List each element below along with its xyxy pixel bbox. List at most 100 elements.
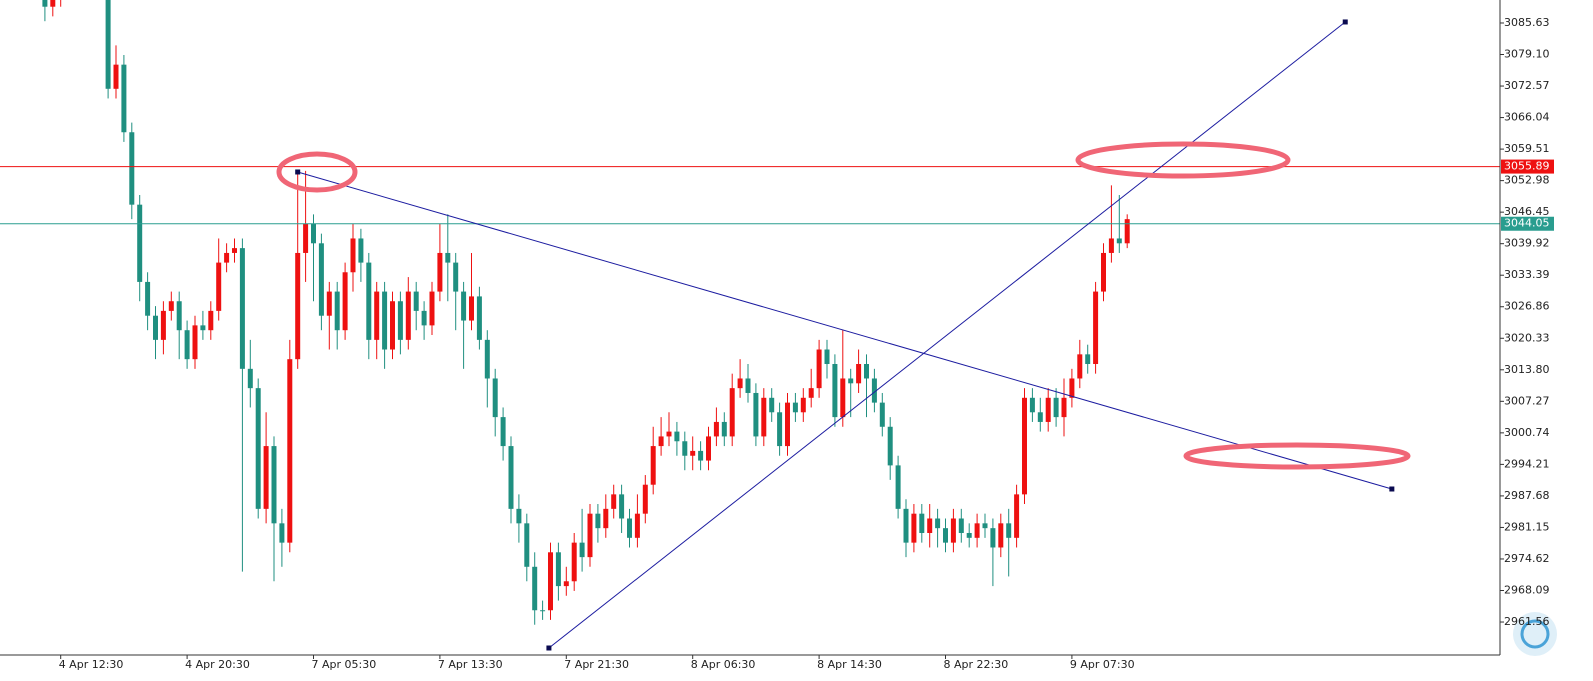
candle-body [350, 238, 356, 273]
candle-body [737, 378, 743, 389]
candle-body [864, 364, 869, 379]
candle-body [1069, 378, 1075, 398]
candle-body [729, 388, 735, 437]
candle-body [800, 397, 806, 413]
x-tick-label: 4 Apr 12:30 [59, 658, 124, 671]
candle-body [540, 610, 546, 612]
candle-body [366, 262, 372, 340]
candle-body [706, 436, 711, 461]
candle-body [532, 566, 538, 611]
candle-body [121, 64, 127, 133]
candle-body [1037, 412, 1043, 422]
candle-body [318, 243, 324, 316]
candle-body [792, 402, 798, 413]
candle-body [1116, 238, 1122, 244]
y-tick-label: 2981.15 [1504, 520, 1550, 533]
candle-body [571, 542, 577, 582]
candle-body [1022, 397, 1027, 495]
y-tick-label: 3059.51 [1504, 142, 1550, 155]
candle-body [642, 484, 648, 514]
highlight-ellipse [276, 151, 358, 193]
y-tick-label: 3085.63 [1504, 16, 1550, 29]
candle-body [1053, 397, 1059, 418]
candle-body [271, 446, 277, 524]
candle-body [145, 281, 151, 316]
candle-body [413, 291, 419, 311]
candle-body [524, 523, 530, 567]
candle-body [50, 0, 56, 7]
x-tick-label: 8 Apr 14:30 [817, 658, 882, 671]
candle-body [650, 446, 656, 485]
price-label-box [1501, 216, 1554, 231]
candle-body [879, 402, 885, 427]
candle-body [579, 542, 585, 558]
candle-body [405, 291, 411, 340]
candle-body [208, 310, 214, 331]
trend-anchor [1342, 19, 1348, 25]
candle-body [611, 494, 617, 509]
candle-body [1061, 397, 1067, 418]
candle-body [958, 518, 964, 533]
candle-body [247, 368, 253, 389]
candle-body [603, 508, 609, 529]
candle-body [445, 252, 451, 263]
candle-body [382, 291, 388, 350]
y-tick-label: 3013.80 [1504, 363, 1550, 376]
candle-body [1101, 252, 1106, 292]
candle-body [113, 64, 119, 89]
candle-body [998, 523, 1004, 548]
candle-body [927, 518, 933, 533]
candle-body [824, 349, 830, 365]
candle-body [216, 262, 222, 311]
candle-body [840, 378, 846, 418]
candle-body [476, 296, 482, 340]
candle-body [713, 421, 719, 437]
x-tick-label: 8 Apr 06:30 [691, 658, 756, 671]
candle-body [255, 388, 261, 509]
candle-body [548, 552, 553, 611]
candle-body [500, 417, 506, 447]
candle-body [808, 388, 814, 398]
candle-body [1014, 494, 1020, 538]
candle-body [832, 364, 838, 418]
price-label-box [1501, 159, 1554, 174]
price-label: 3044.05 [1504, 217, 1550, 230]
highlight-ellipse [1183, 442, 1411, 470]
trend-line [548, 21, 1346, 649]
y-tick-label: 2974.62 [1504, 552, 1550, 565]
candle-body [563, 581, 569, 587]
candle-body [666, 431, 672, 437]
candle-body [437, 252, 443, 292]
candle-body [619, 494, 625, 519]
candle-body [342, 272, 348, 331]
candle-body [295, 252, 301, 360]
candle-body [358, 238, 364, 263]
candle-body [1093, 291, 1099, 365]
candle-body [461, 291, 467, 321]
highlight-ellipse [1075, 141, 1291, 179]
watermark-icon [1513, 612, 1557, 656]
y-tick-label: 3000.74 [1504, 426, 1550, 439]
candle-body [935, 518, 941, 529]
annotations [276, 141, 1411, 470]
candle-body [887, 426, 893, 466]
x-tick-label: 7 Apr 13:30 [438, 658, 503, 671]
x-tick-label: 4 Apr 20:30 [185, 658, 250, 671]
candle-body [587, 513, 593, 558]
y-tick-label: 3072.57 [1504, 79, 1550, 92]
candle-body [429, 291, 435, 326]
candle-body [903, 508, 909, 543]
candle-body [848, 378, 854, 384]
y-tick-label: 2994.21 [1504, 457, 1550, 470]
candle-body [974, 523, 980, 538]
candle-body [516, 508, 522, 524]
trend-anchor [1389, 486, 1395, 492]
candle-body [287, 359, 293, 543]
candle-body [484, 339, 490, 379]
candle-body [627, 518, 632, 538]
y-tick-label: 2968.09 [1504, 583, 1550, 596]
candle-body [871, 378, 877, 403]
x-tick-label: 8 Apr 22:30 [944, 658, 1009, 671]
